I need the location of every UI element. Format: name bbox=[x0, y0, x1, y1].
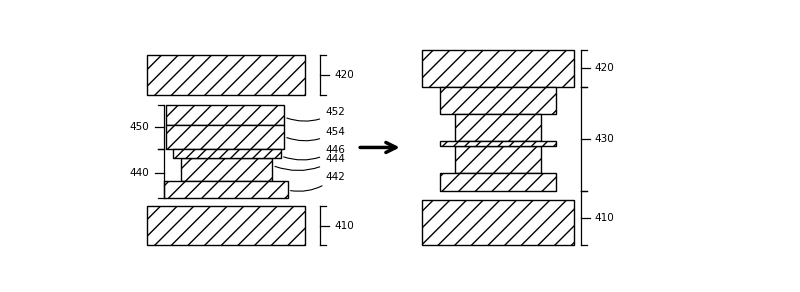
Text: 430: 430 bbox=[594, 134, 614, 144]
Bar bbox=[166, 105, 284, 125]
Bar bbox=[440, 87, 556, 114]
Text: 440: 440 bbox=[130, 168, 150, 178]
Text: 410: 410 bbox=[334, 220, 354, 231]
Bar bbox=[146, 206, 305, 245]
Bar bbox=[455, 146, 541, 173]
Text: 446: 446 bbox=[284, 145, 345, 160]
Text: 410: 410 bbox=[594, 213, 614, 223]
Bar bbox=[440, 141, 556, 146]
Bar bbox=[146, 55, 305, 95]
Bar bbox=[164, 181, 288, 198]
Bar bbox=[173, 149, 281, 158]
Text: 452: 452 bbox=[286, 107, 345, 121]
Text: 442: 442 bbox=[290, 172, 345, 191]
Text: 420: 420 bbox=[594, 63, 614, 73]
Text: 450: 450 bbox=[130, 122, 150, 132]
Bar bbox=[422, 200, 574, 245]
Bar bbox=[166, 125, 284, 149]
Text: 444: 444 bbox=[275, 154, 345, 171]
Bar bbox=[455, 114, 541, 141]
Bar bbox=[422, 50, 574, 87]
Bar bbox=[440, 173, 556, 191]
Text: 454: 454 bbox=[286, 127, 345, 141]
Text: 420: 420 bbox=[334, 70, 354, 80]
Bar bbox=[181, 158, 272, 181]
